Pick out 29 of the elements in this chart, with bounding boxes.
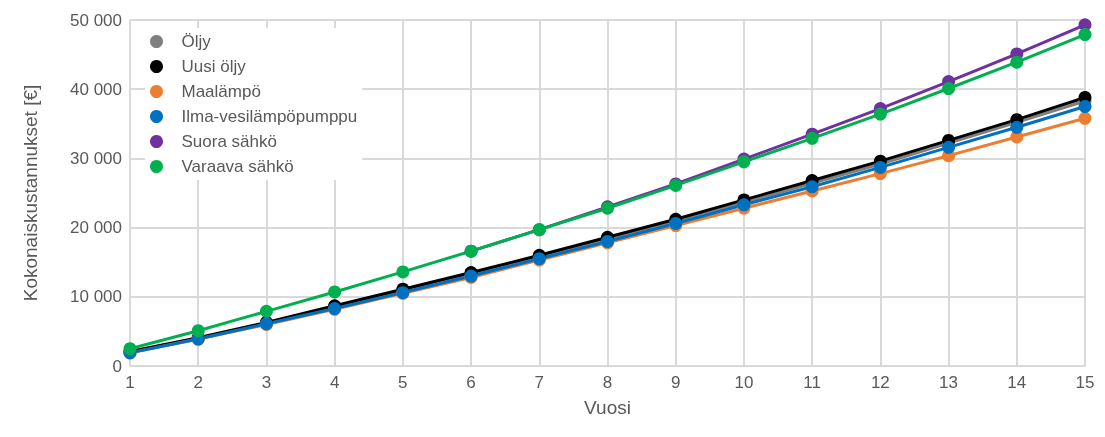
x-tick-label: 4 [329,373,340,392]
x-tick-label: 11 [803,373,821,392]
x-tick-label: 6 [466,373,476,392]
x-tick-label: 3 [261,373,272,392]
x-tick-label: 2 [193,373,203,392]
x-axis-title: Vuosi [584,397,631,418]
y-axis-title: Kokonaiskustannukset [€] [20,84,41,302]
x-tick-label: 14 [1007,373,1027,392]
x-tick-label: 10 [734,373,754,392]
y-tick-label: 40 000 [70,79,122,99]
legend-label: Öljy [181,32,212,51]
x-tick-label: 1 [125,373,135,392]
x-tick-label: 8 [602,373,613,392]
y-tick-label: 50 000 [70,10,122,30]
x-tick-label: 5 [398,373,408,392]
legend-label: Suora sähkö [181,132,277,151]
x-tick-label: 12 [870,373,890,392]
x-tick-label: 15 [1075,373,1095,392]
y-tick-label: 10 000 [70,287,122,307]
legend-label: Varaava sähkö [181,157,294,176]
x-tick-label: 13 [939,373,959,392]
x-tick-label: 7 [534,373,545,392]
y-tick-label: 0 [112,356,122,376]
legend-label: Ilma-vesilämpöpumppu [181,107,358,126]
legend-label: Maalämpö [181,82,261,101]
y-tick-label: 30 000 [70,148,122,168]
x-tick-label: 9 [670,373,681,392]
legend-label: Uusi öljy [181,57,247,76]
y-tick-label: 20 000 [70,218,122,238]
